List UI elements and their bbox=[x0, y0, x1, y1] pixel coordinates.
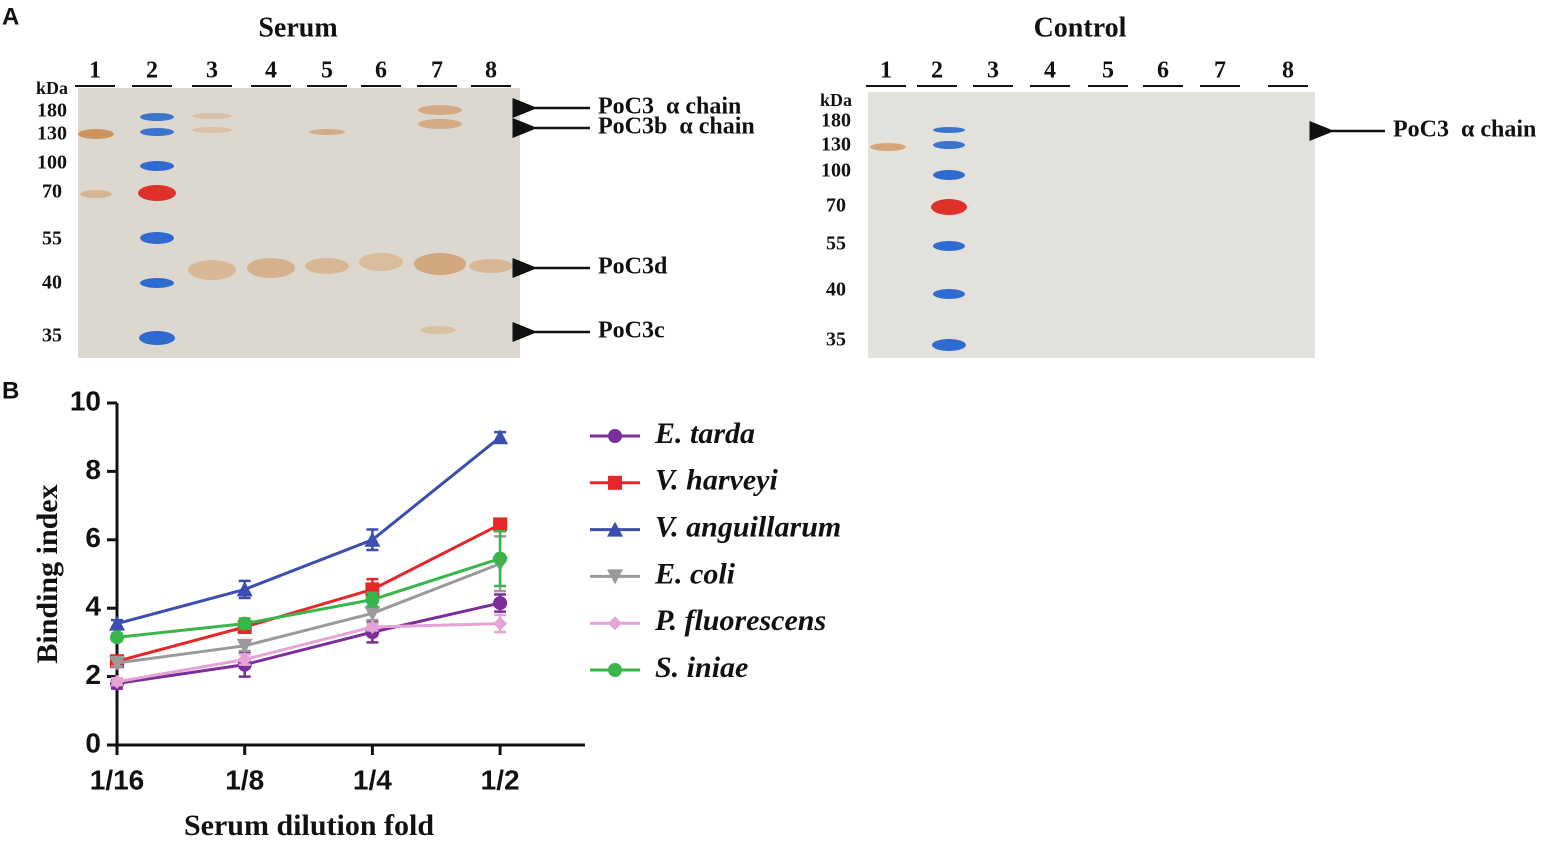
panel-label: B bbox=[2, 377, 19, 404]
lane-number: 2 bbox=[931, 58, 943, 84]
annotation: PoC3 α chain bbox=[1393, 117, 1536, 143]
marker-ladder bbox=[931, 127, 967, 351]
y-tick-label: 0 bbox=[85, 727, 101, 758]
data-point bbox=[493, 616, 508, 631]
marker-size-label: 100 bbox=[821, 160, 851, 182]
data-point bbox=[492, 429, 509, 445]
annotation: PoC3c bbox=[598, 318, 665, 344]
lane-number: 8 bbox=[485, 58, 497, 84]
legend-marker bbox=[608, 663, 622, 677]
lane-number: 5 bbox=[1102, 58, 1114, 84]
series-line bbox=[116, 622, 501, 684]
data-point bbox=[236, 581, 253, 597]
lane-number: 3 bbox=[987, 58, 999, 84]
annotation: PoC3b α chain bbox=[598, 114, 755, 140]
y-tick-label: 8 bbox=[85, 454, 101, 485]
panel-label: A bbox=[2, 3, 19, 30]
gel-title: Control bbox=[1034, 12, 1127, 43]
lane-number: 7 bbox=[1214, 58, 1226, 84]
x-tick-label: 1/16 bbox=[90, 764, 145, 795]
gel-title: Serum bbox=[258, 12, 337, 43]
legend-marker bbox=[608, 429, 622, 443]
annotation: PoC3 α chain bbox=[598, 94, 741, 120]
series-line bbox=[116, 523, 501, 663]
y-axis-title: Binding index bbox=[31, 484, 64, 663]
lane-number: 1 bbox=[89, 58, 101, 84]
legend-label: E. tarda bbox=[654, 417, 755, 450]
data-point bbox=[365, 620, 380, 635]
marker-size-label: 40 bbox=[826, 279, 846, 301]
y-tick-label: 6 bbox=[85, 522, 101, 553]
unit-label: kDa bbox=[820, 90, 852, 110]
series-line bbox=[116, 557, 501, 639]
annotation: PoC3d bbox=[598, 254, 668, 280]
x-axis-title: Serum dilution fold bbox=[184, 809, 434, 842]
marker-size-label: 70 bbox=[42, 181, 62, 203]
y-tick-label: 10 bbox=[70, 385, 101, 416]
lane-number: 8 bbox=[1282, 58, 1294, 84]
legend-marker bbox=[608, 475, 622, 490]
legend-marker bbox=[608, 616, 622, 631]
data-point bbox=[493, 596, 508, 611]
marker-size-label: 55 bbox=[42, 228, 62, 250]
data-point bbox=[110, 674, 124, 689]
lane-number: 6 bbox=[375, 58, 387, 84]
marker-ladder bbox=[138, 113, 176, 345]
legend-marker bbox=[607, 521, 623, 537]
marker-size-label: 180 bbox=[37, 100, 67, 122]
data-point bbox=[237, 616, 252, 631]
data-point bbox=[493, 517, 508, 532]
lane-number: 6 bbox=[1157, 58, 1169, 84]
marker-size-label: 130 bbox=[821, 134, 851, 156]
data-point bbox=[109, 655, 125, 671]
marker-size-label: 55 bbox=[826, 233, 846, 255]
legend-marker bbox=[607, 569, 623, 585]
marker-size-label: 70 bbox=[826, 195, 846, 217]
gel-bands bbox=[78, 105, 513, 334]
x-tick-label: 1/8 bbox=[225, 764, 264, 795]
lane-number: 4 bbox=[265, 58, 277, 84]
data-point bbox=[365, 592, 380, 607]
data-point bbox=[110, 630, 124, 645]
marker-size-label: 180 bbox=[821, 110, 851, 132]
legend-label: P. fluorescens bbox=[654, 604, 826, 637]
series-line bbox=[116, 601, 501, 685]
unit-label: kDa bbox=[36, 78, 68, 98]
series-line bbox=[116, 436, 502, 626]
marker-size-label: 100 bbox=[37, 152, 67, 174]
marker-size-label: 130 bbox=[37, 123, 67, 145]
legend-label: V. anguillarum bbox=[655, 510, 841, 543]
data-point bbox=[237, 652, 252, 667]
marker-size-label: 35 bbox=[42, 325, 62, 347]
marker-size-label: 35 bbox=[826, 329, 846, 351]
data-point bbox=[493, 551, 508, 566]
lane-number: 7 bbox=[431, 58, 443, 84]
lane-number: 1 bbox=[880, 58, 892, 84]
data-point bbox=[109, 615, 125, 631]
marker-size-label: 40 bbox=[42, 272, 62, 294]
legend-label: S. iniae bbox=[655, 651, 748, 684]
lane-number: 4 bbox=[1044, 58, 1056, 84]
data-point bbox=[364, 606, 381, 622]
legend-label: E. coli bbox=[654, 557, 736, 590]
gel-bands bbox=[870, 143, 906, 151]
gel-image bbox=[78, 88, 520, 358]
x-tick-label: 1/2 bbox=[481, 764, 520, 795]
series-line bbox=[116, 562, 501, 665]
gel-image bbox=[868, 92, 1315, 358]
data-point bbox=[236, 638, 253, 654]
y-tick-label: 2 bbox=[85, 659, 101, 690]
x-tick-label: 1/4 bbox=[353, 764, 392, 795]
lane-number: 2 bbox=[146, 58, 158, 84]
lane-number: 3 bbox=[206, 58, 218, 84]
data-point bbox=[364, 531, 381, 547]
lane-number: 5 bbox=[321, 58, 333, 84]
legend-label: V. harveyi bbox=[655, 464, 778, 497]
y-tick-label: 4 bbox=[85, 591, 101, 622]
